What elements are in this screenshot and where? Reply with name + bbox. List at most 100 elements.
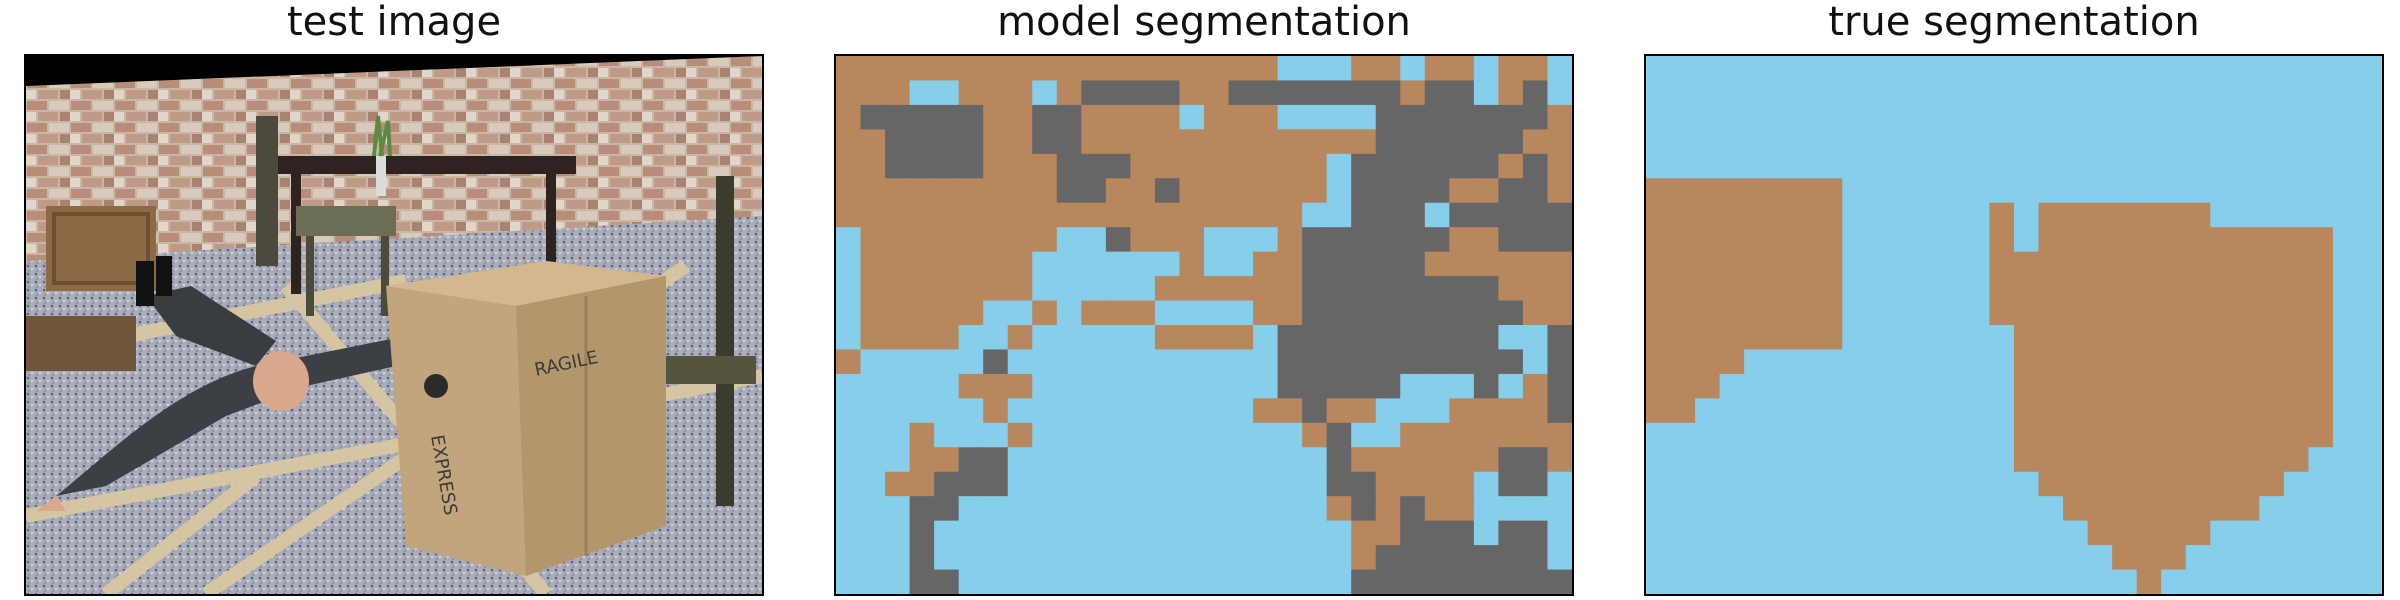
model-segmentation-cell <box>1179 496 1205 522</box>
true-segmentation-cell <box>2087 80 2113 106</box>
true-segmentation-cell <box>1695 325 1721 351</box>
true-segmentation-cell <box>1842 202 1868 228</box>
true-segmentation-cell <box>2210 80 2236 106</box>
true-segmentation-cell <box>1989 56 2015 82</box>
true-segmentation-cell <box>2087 153 2113 179</box>
model-segmentation-cell <box>1228 569 1254 594</box>
model-segmentation-cell <box>1204 447 1230 473</box>
true-segmentation-cell <box>1744 496 1770 522</box>
true-segmentation-cell <box>2038 202 2064 228</box>
model-segmentation-cell <box>958 496 984 522</box>
model-segmentation-cell <box>836 227 862 253</box>
true-segmentation-cell <box>1964 422 1991 448</box>
true-segmentation-cell <box>1670 80 1696 106</box>
model-segmentation-cell <box>1228 227 1254 253</box>
true-segmentation-cell <box>2332 422 2359 448</box>
model-segmentation-cell <box>1253 80 1279 106</box>
model-segmentation-cell <box>934 496 960 522</box>
true-segmentation-cell <box>1695 349 1721 375</box>
model-segmentation-cell <box>1449 325 1475 351</box>
true-segmentation-cell <box>2087 325 2113 351</box>
model-segmentation-cell <box>1154 496 1181 522</box>
model-segmentation-map <box>836 56 1572 594</box>
true-segmentation-cell <box>1891 496 1917 522</box>
true-segmentation-cell <box>2259 227 2285 253</box>
model-segmentation-cell <box>1277 178 1303 204</box>
model-segmentation-cell <box>1179 104 1205 130</box>
true-segmentation-cell <box>1670 422 1696 448</box>
true-segmentation-cell <box>2283 300 2309 326</box>
model-segmentation-cell <box>1154 300 1181 326</box>
model-segmentation-cell <box>1277 471 1303 497</box>
model-segmentation-cell <box>885 56 911 82</box>
model-segmentation-cell <box>1375 251 1401 277</box>
model-segmentation-cell <box>934 178 960 204</box>
model-segmentation-cell <box>1228 496 1254 522</box>
model-segmentation-cell <box>1081 373 1107 399</box>
model-segmentation-cell <box>1081 202 1107 228</box>
true-segmentation-cell <box>1940 80 1966 106</box>
model-segmentation-cell <box>1228 251 1254 277</box>
model-segmentation-cell <box>934 471 960 497</box>
true-segmentation-cell <box>1842 422 1868 448</box>
model-segmentation-cell <box>909 178 935 204</box>
model-segmentation-cell <box>1449 80 1475 106</box>
model-segmentation-cell <box>1105 227 1131 253</box>
true-segmentation-cell <box>2234 202 2260 228</box>
model-segmentation-cell <box>1154 251 1181 277</box>
true-segmentation-cell <box>2283 153 2309 179</box>
true-segmentation-cell <box>1670 178 1696 204</box>
model-segmentation-cell <box>1056 104 1082 130</box>
model-segmentation-cell <box>934 104 960 130</box>
model-segmentation-cell <box>1473 251 1499 277</box>
model-segmentation-cell <box>1253 300 1279 326</box>
true-segmentation-cell <box>2332 300 2359 326</box>
true-segmentation-cell <box>1989 227 2015 253</box>
true-segmentation-cell <box>1989 398 2015 424</box>
true-segmentation-cell <box>1817 545 1843 571</box>
model-segmentation-cell <box>983 447 1009 473</box>
true-segmentation-cell <box>2136 227 2162 253</box>
model-segmentation-cell <box>934 545 960 571</box>
true-segmentation-cell <box>2087 398 2113 424</box>
model-segmentation-cell <box>1056 349 1082 375</box>
true-segmentation-cell <box>2185 202 2211 228</box>
true-segmentation-cell <box>2308 520 2334 546</box>
true-segmentation-cell <box>2161 129 2187 155</box>
true-segmentation-cell <box>1744 300 1770 326</box>
model-segmentation-cell <box>1277 545 1303 571</box>
model-segmentation-cell <box>1473 80 1499 106</box>
model-segmentation-cell <box>860 202 886 228</box>
model-segmentation-cell <box>1547 569 1572 594</box>
true-segmentation-cell <box>1842 569 1868 594</box>
true-segmentation-cell <box>1866 56 1892 82</box>
true-segmentation-cell <box>1964 56 1991 82</box>
model-segmentation-cell <box>1498 129 1524 155</box>
model-segmentation-cell <box>1081 276 1107 302</box>
true-segmentation-cell <box>1964 471 1991 497</box>
true-segmentation-cell <box>1940 496 1966 522</box>
model-segmentation-cell <box>1081 496 1107 522</box>
true-segmentation-cell <box>1842 447 1868 473</box>
model-segmentation-cell <box>1547 300 1572 326</box>
model-segmentation-cell <box>1375 349 1401 375</box>
model-segmentation-cell <box>1105 56 1131 82</box>
true-segmentation-cell <box>2283 398 2309 424</box>
true-segmentation-cell <box>2185 545 2211 571</box>
model-segmentation-cell <box>1130 349 1156 375</box>
model-segmentation-cell <box>1228 276 1254 302</box>
true-segmentation-cell <box>2014 520 2040 546</box>
true-segmentation-cell <box>2161 178 2187 204</box>
true-segmentation-cell <box>2283 202 2309 228</box>
true-segmentation-cell <box>1842 56 1868 82</box>
true-segmentation-cell <box>1670 325 1696 351</box>
model-segmentation-cell <box>1424 373 1450 399</box>
true-segmentation-cell <box>1646 178 1672 204</box>
true-segmentation-cell <box>2185 104 2211 130</box>
model-segmentation-cell <box>1449 545 1475 571</box>
model-segmentation-cell <box>860 545 886 571</box>
model-segmentation-cell <box>1473 398 1499 424</box>
true-segmentation-cell <box>1915 398 1941 424</box>
true-segmentation-cell <box>2308 569 2334 594</box>
true-segmentation-cell <box>1670 447 1696 473</box>
